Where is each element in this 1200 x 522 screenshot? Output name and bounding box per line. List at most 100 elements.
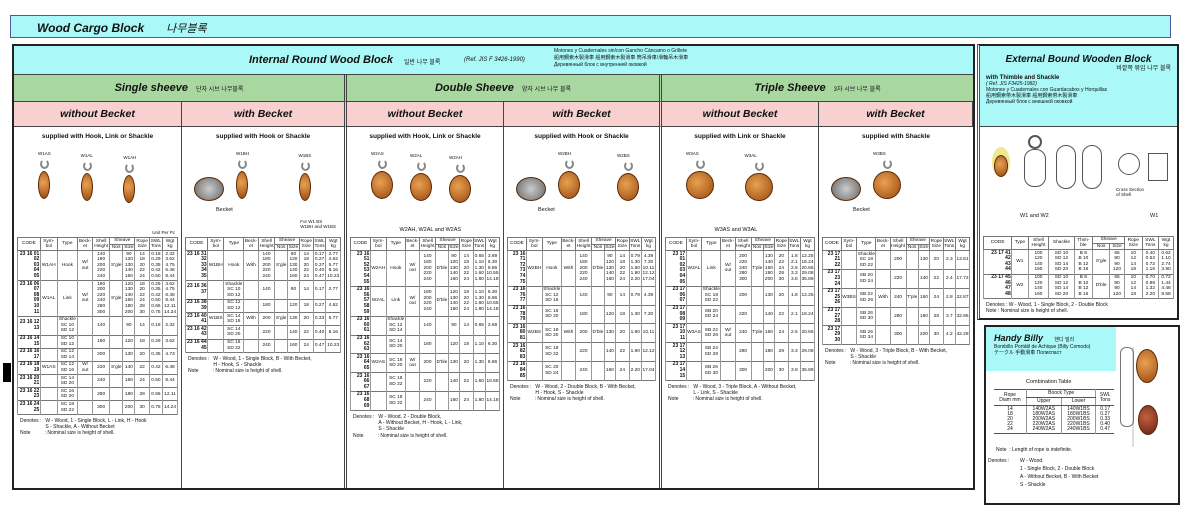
cell-rope: 24 <box>459 390 474 411</box>
block-drawing-icon <box>1082 145 1102 189</box>
denotes-text: W - Wood, 3 - Triple Block, B - With Bec… <box>850 348 948 361</box>
cell-code: 23 17 06 07 <box>665 285 687 306</box>
cell-nos: T'ple <box>905 287 919 308</box>
cell-type: SC 14 SD 16 <box>223 312 245 326</box>
note-text: : Nominal size is height of shell. <box>377 432 448 439</box>
group-korean: 양자 시브 나무 블록 <box>521 87 572 93</box>
cell-shell: 140 180 200 220 240 <box>575 250 592 287</box>
cell-shell: 180 200 220 240 <box>419 285 436 317</box>
cell-swl: 1.60 <box>472 372 487 392</box>
cell-rope: 14 18 20 22 24 <box>298 250 314 281</box>
cell-rope: 28 <box>774 342 789 362</box>
cell-swl: 0.50 <box>148 374 164 388</box>
cell-nos <box>590 360 605 381</box>
cell-shell: 300 <box>734 360 752 381</box>
product-panel: supplied with Shackle W3BS Becket CODE Sym- … <box>819 127 973 488</box>
col-header: Rope Size <box>774 236 789 252</box>
cell-sym: W2BH <box>525 250 543 287</box>
cell-rope: 24 <box>298 338 314 353</box>
col-header: SWL Tons <box>628 236 643 252</box>
cell-code: 23 16 42 43 <box>184 325 209 339</box>
cell-shell: 200 <box>419 353 436 373</box>
table-row: 23 16 31 32 33 34 35 W1BH Hook With 140 180 … <box>184 250 341 281</box>
cell-code: 23 17 41 42 43 44 <box>982 249 1013 275</box>
col-header: Wgt kg <box>325 236 341 252</box>
cell-sym: W1BH <box>207 250 225 281</box>
table-row: 23 17 10 11 W3AS SB 22 SD 26 W/ out 240 T'ple… <box>665 323 816 343</box>
cell-code: 23 16 01 02 03 04 05 <box>17 250 41 281</box>
note-label: Note <box>986 308 997 315</box>
cell-shell: 300 <box>889 325 907 345</box>
denotes-text: W - Wood, 3 - Triple Block, A - Without … <box>693 384 797 397</box>
col-header: Sheave <box>590 237 617 245</box>
cell-nos <box>274 298 289 313</box>
cell-swl: 1.60 <box>628 323 643 343</box>
cell-rope: 20 22 24 28 30 <box>774 250 789 287</box>
wood-block-icon <box>236 171 248 199</box>
note-label: Note <box>353 432 364 439</box>
cell-shell: 240 <box>419 390 436 411</box>
table-row: 23 16 80 81 W2BS SC 18 SD 20 With 200 D'ble 13… <box>507 323 657 343</box>
cell-nos: S'gle <box>274 250 289 281</box>
note-text: : Nominal size is height of shell. <box>534 396 605 403</box>
cell-code: 23 16 84 85 <box>507 360 527 381</box>
cell-sym: W1AL <box>39 280 58 317</box>
cross-section-icon <box>1118 153 1140 175</box>
cell-size: 90 120 130 140 160 <box>447 250 461 287</box>
cell-size: 90 <box>287 280 300 300</box>
cell-swl: 2.8 <box>942 287 957 308</box>
cell-shell: 140 <box>575 285 592 306</box>
cell-code: 23 16 44 45 <box>184 338 209 353</box>
cell-size: 130 <box>122 347 136 362</box>
cell-type: SC 16 SD 20 <box>56 387 79 401</box>
col-header: SWL Tons <box>787 236 802 252</box>
cell-rope: 18 <box>459 334 474 354</box>
cell-rope: 20 <box>774 285 789 306</box>
upper-block-icon <box>1136 349 1158 383</box>
cell-size: 180 <box>762 342 776 362</box>
denotes: Denotes :W - Wood, 2 - Double Block, B -… <box>510 384 636 403</box>
cell-sym <box>39 334 58 349</box>
handy-billy-header: Handy Billy 핸디 빌리 Bombillo Portátil de A… <box>986 327 1116 371</box>
cell-shell: 180 200 220 240 280 300 <box>92 280 111 317</box>
cell-code: 23 17 25 26 <box>822 287 842 308</box>
cell-wgt: 2.77 <box>325 280 341 300</box>
cell-wgt: 4.39 7.30 10.11 12.12 17.04 <box>640 250 657 287</box>
cell-size: 130 <box>762 285 776 306</box>
multilang-line: 船用鋼索木製滑車 船用鋼索木製滑車 筒吊滑車/滑輪吊木滑車 <box>554 55 689 61</box>
table-row: 23 16 64 65 W2AS SC 16 SD 20 W/ out 200 D'ble… <box>350 353 501 373</box>
cell-sym <box>525 285 543 306</box>
cell-size: 120 <box>287 298 300 313</box>
cell-size: 160 <box>917 287 931 308</box>
hook-icon <box>883 159 892 169</box>
cell-nos <box>905 325 919 345</box>
handy-billy-other: テークル 手動滑車 Полиспаст <box>994 350 1062 356</box>
external-images: W1 and W2 W1 Cross Section of Shell <box>980 127 1177 227</box>
cell-shell: 220 <box>419 372 436 392</box>
cell-becket <box>77 374 94 388</box>
spec-table: CODE Sym- bol Type Beck- et Shell Height Shea… <box>507 236 657 381</box>
col-header: Sym- bol <box>207 236 225 252</box>
cell-shell: 200 <box>92 347 111 362</box>
cell-nos: S'gle <box>109 250 124 281</box>
col-header: Size <box>603 243 617 252</box>
black-marker <box>3 363 11 382</box>
cell-swl: 0.40 <box>312 325 327 339</box>
cell-size: 90 <box>447 315 461 335</box>
wood-block-icon <box>410 173 432 201</box>
cell-sym <box>207 325 225 339</box>
cell-size: 120 130 140 160 <box>447 285 461 317</box>
table-row: 23 16 84 85 SC 20 SD 24 240 160 24 2.20 17.04 <box>507 360 657 381</box>
cell-sym: W2AH <box>369 250 387 287</box>
table-row: 23 16 62 63 SC 14 SD 20 180 120 18 1.10 6.30 <box>350 334 501 354</box>
cell-swl: 0.47 <box>312 338 327 353</box>
cell-code: 23 16 56 57 58 59 <box>350 285 371 317</box>
col-header: CODE <box>507 236 527 252</box>
cell-swl: 2.4 <box>942 268 957 289</box>
cell-wgt: 2.77 4.62 5.77 8.16 10.23 <box>325 250 341 281</box>
cell-wgt: 0.72 1.44 4.48 8.58 <box>1158 273 1174 299</box>
cell-size: 130 <box>287 312 300 326</box>
wood-block-icon <box>617 173 639 201</box>
cell-wgt: 14.18 <box>484 390 501 411</box>
handy-billy-section: Handy Billy 핸디 빌리 Bombillo Portátil de A… <box>984 325 1180 505</box>
